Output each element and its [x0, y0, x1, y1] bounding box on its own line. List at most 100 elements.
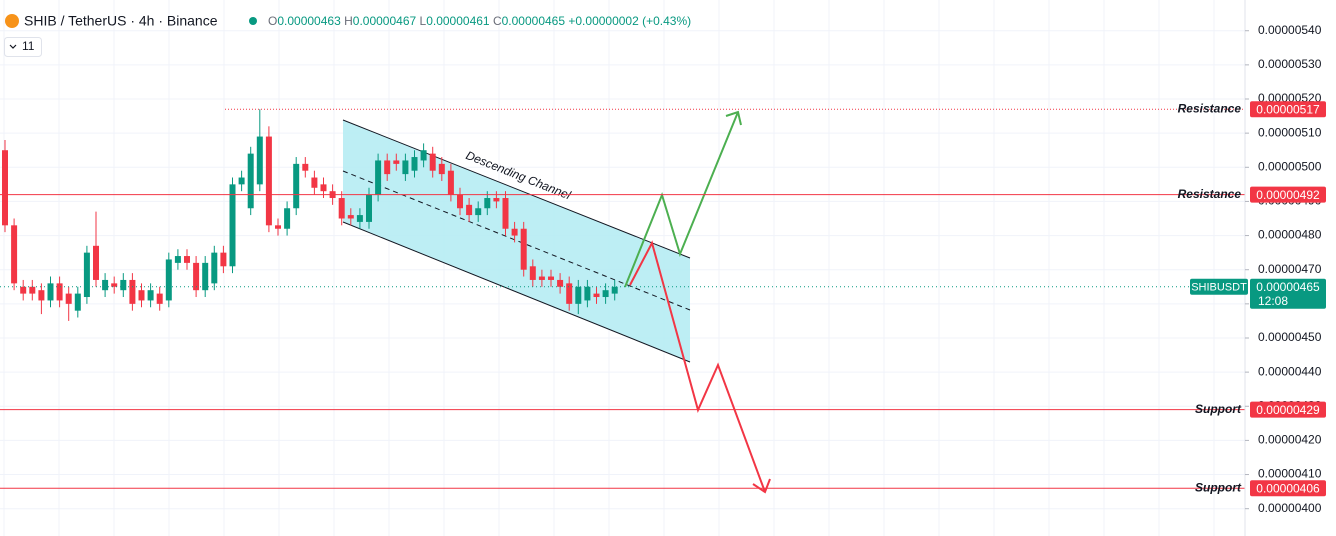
- y-tick-label: 0.00000510: [1258, 125, 1322, 139]
- candle-body: [375, 160, 382, 195]
- y-tick-label: 0.00000400: [1258, 501, 1322, 515]
- candle-body: [293, 163, 300, 209]
- channel-bottom: [342, 221, 691, 363]
- indicator-count: 11: [22, 39, 35, 53]
- candle-body: [247, 153, 254, 209]
- channel-fill: [343, 120, 690, 362]
- level-name: Support: [1195, 480, 1242, 494]
- candle-body: [611, 286, 618, 294]
- candle-body: [511, 228, 518, 236]
- bull-arrow: [624, 111, 739, 288]
- status-dot: [249, 17, 257, 25]
- candle-body: [420, 150, 427, 161]
- change: +0.00000002 (+0.43%): [568, 14, 691, 28]
- ohlc-key: H: [344, 14, 353, 28]
- ohlc-value: 0.00000461: [426, 14, 490, 28]
- candle-body: [102, 279, 109, 291]
- level-tag: [1250, 480, 1326, 497]
- symbol-tag: [1190, 278, 1248, 295]
- candle-body: [56, 283, 63, 301]
- candle-body: [393, 160, 400, 164]
- level-value: 0.00000517: [1256, 102, 1320, 116]
- candle-body: [338, 198, 345, 219]
- candle-body: [584, 286, 591, 301]
- candle-body: [566, 283, 573, 304]
- bear-arrowhead: [752, 478, 771, 494]
- candle-body: [447, 170, 454, 195]
- candle-body: [29, 286, 36, 294]
- candle-body: [202, 262, 209, 291]
- candle-body: [2, 150, 8, 226]
- candle-body: [493, 198, 500, 202]
- price-tag: [1250, 278, 1326, 309]
- ohlc-key: C: [493, 14, 502, 28]
- candle-body: [402, 160, 409, 175]
- symbol-name: SHIBUSDT: [1191, 282, 1247, 294]
- candle-body: [93, 245, 99, 280]
- candle-body: [174, 256, 181, 263]
- candle-body: [557, 279, 564, 287]
- candle-body: [347, 215, 354, 219]
- candle-body: [484, 198, 491, 209]
- candle-body: [184, 256, 190, 263]
- ohlc-key: L: [420, 14, 427, 28]
- ohlc-value: 0.00000467: [353, 14, 417, 28]
- candle-body: [165, 259, 172, 301]
- plot: [2, 109, 691, 363]
- ohlc-value: 0.00000465: [502, 14, 566, 28]
- ohlc-value: 0.00000463: [277, 14, 341, 28]
- candle-body: [302, 163, 309, 171]
- level-tag: [1250, 101, 1326, 118]
- candle-body: [429, 153, 436, 171]
- candle-body: [475, 208, 482, 216]
- y-tick-label: 0.00000470: [1258, 262, 1322, 276]
- countdown: 12:08: [1258, 294, 1288, 308]
- candle-body: [65, 293, 72, 304]
- candle-body: [529, 266, 536, 280]
- candle-body: [593, 293, 600, 298]
- candle-body: [411, 157, 418, 171]
- symbol-title: SHIB / TetherUS · 4h · Binance: [24, 13, 218, 29]
- candle-body: [438, 163, 445, 175]
- candle-body: [238, 177, 245, 185]
- candle-body: [147, 290, 154, 301]
- candle-body: [502, 198, 509, 229]
- y-tick-label: 0.00000450: [1258, 330, 1322, 344]
- candle-body: [211, 252, 218, 284]
- candle-body: [275, 225, 281, 229]
- candle-body: [229, 184, 236, 267]
- candle-body: [256, 136, 263, 185]
- candle-body: [320, 184, 327, 192]
- y-tick-label: 0.00000530: [1258, 57, 1322, 71]
- level-value: 0.00000492: [1256, 188, 1320, 202]
- candle-body: [384, 160, 391, 175]
- candle-body: [20, 286, 27, 294]
- candle-body: [356, 215, 363, 222]
- candle-body: [265, 136, 272, 226]
- chevron: [9, 44, 17, 49]
- level-tag: [1250, 186, 1326, 203]
- y-tick-label: 0.00000410: [1258, 467, 1322, 481]
- level-name: Resistance: [1178, 187, 1242, 201]
- candle-body: [11, 225, 18, 284]
- level-value: 0.00000429: [1256, 403, 1320, 417]
- candle-body: [538, 276, 545, 280]
- candle-body: [548, 276, 554, 280]
- candle-body: [83, 252, 90, 298]
- candle-body: [520, 228, 527, 270]
- symbol-icon: [5, 14, 19, 28]
- level-value: 0.00000406: [1256, 481, 1320, 495]
- candle-body: [120, 279, 127, 291]
- header: SHIB / TetherUS · 4h · Binance O0.000004…: [4, 13, 691, 57]
- candle-body: [74, 293, 81, 311]
- indicator-toggle[interactable]: [4, 37, 42, 57]
- ohlc-key: O: [268, 14, 277, 28]
- candle-body: [156, 293, 163, 304]
- bull-arrowhead: [725, 110, 742, 126]
- candle-body: [47, 283, 54, 301]
- candle-body: [129, 279, 136, 304]
- channel-top: [342, 119, 691, 259]
- y-tick-label: 0.00000420: [1258, 433, 1322, 447]
- candle-body: [193, 262, 200, 291]
- level-name: Resistance: [1178, 101, 1242, 115]
